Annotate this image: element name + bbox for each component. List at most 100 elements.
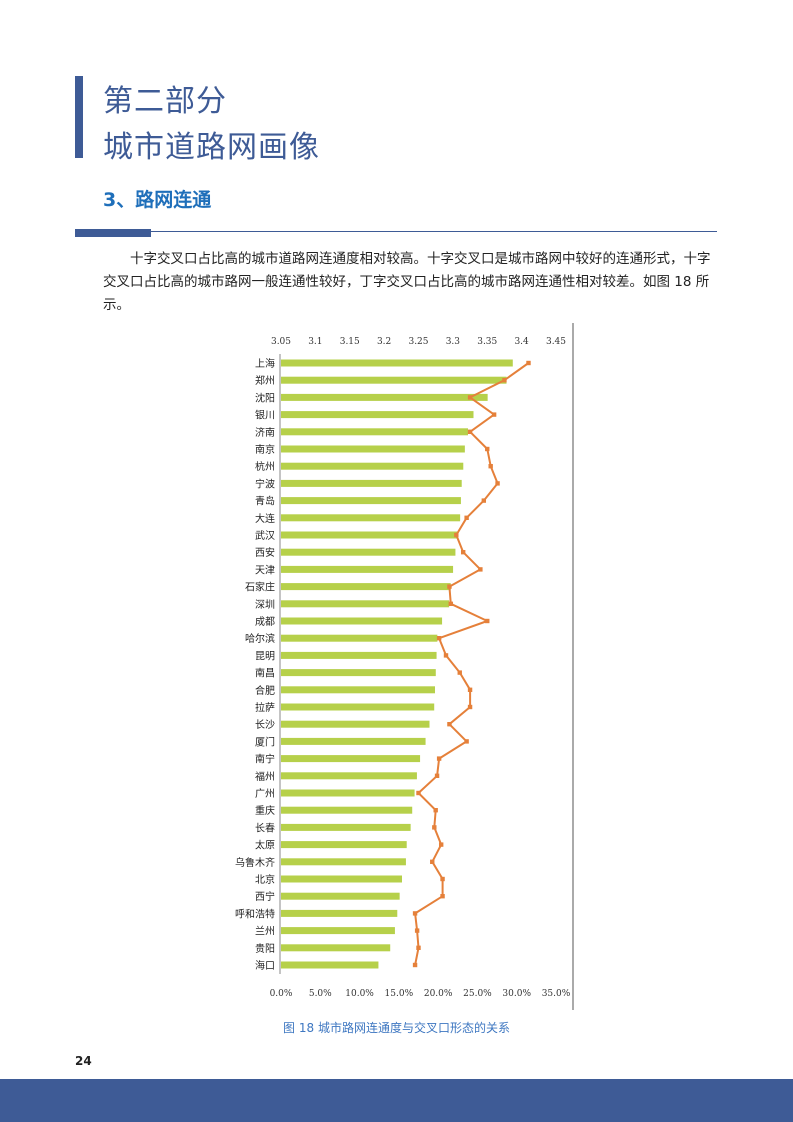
category-label: 西安 bbox=[255, 546, 275, 559]
connectivity-point bbox=[488, 464, 493, 469]
connectivity-point bbox=[433, 808, 438, 813]
bar bbox=[281, 497, 461, 505]
bar bbox=[281, 823, 411, 831]
bar bbox=[281, 720, 430, 728]
bar bbox=[281, 376, 507, 384]
connectivity-point bbox=[440, 876, 445, 882]
bar bbox=[281, 428, 468, 436]
category-label: 南宁 bbox=[255, 753, 275, 766]
figure-caption: 图 18 城市路网连通度与交叉口形态的关系 bbox=[283, 1021, 510, 1035]
category-label: 哈尔滨 bbox=[245, 632, 275, 645]
body-paragraph: 十字交叉口占比高的城市道路网连通度相对较高。十字交叉口是城市路网中较好的连通形式… bbox=[103, 251, 711, 313]
connectivity-point bbox=[478, 567, 483, 572]
top-axis-tick-label: 3.3 bbox=[446, 337, 461, 347]
bar bbox=[281, 892, 400, 900]
top-axis-tick-label: 3.25 bbox=[408, 337, 428, 347]
category-label: 成都 bbox=[255, 616, 275, 628]
connectivity-point bbox=[416, 945, 421, 950]
category-label: 昆明 bbox=[255, 650, 275, 662]
bar bbox=[281, 514, 461, 522]
category-label: 上海 bbox=[255, 357, 275, 370]
top-axis-tick-label: 3.05 bbox=[271, 337, 291, 347]
connectivity-point bbox=[464, 515, 469, 520]
category-label: 济南 bbox=[255, 426, 275, 439]
connectivity-point bbox=[414, 928, 420, 933]
category-label: 北京 bbox=[255, 873, 275, 886]
bar bbox=[281, 565, 454, 573]
bar bbox=[281, 686, 435, 694]
connectivity-point bbox=[447, 722, 452, 727]
top-axis-tick-label: 3.35 bbox=[477, 337, 497, 347]
connectivity-point bbox=[495, 481, 500, 486]
category-label: 呼和浩特 bbox=[235, 908, 275, 920]
connectivity-point bbox=[432, 825, 437, 830]
category-label: 石家庄 bbox=[245, 581, 275, 594]
connectivity-point bbox=[491, 412, 497, 417]
category-label: 武汉 bbox=[255, 529, 275, 542]
category-label: 广州 bbox=[255, 788, 275, 800]
section-title: 3、路网连通 bbox=[103, 189, 212, 211]
part-subtitle: 城市道路网画像 bbox=[103, 130, 320, 165]
bar bbox=[281, 806, 413, 814]
bottom-axis-tick-label: 10.0% bbox=[345, 989, 374, 999]
category-label: 拉萨 bbox=[255, 701, 275, 714]
connectivity-point bbox=[481, 498, 487, 503]
category-label: 太原 bbox=[255, 839, 275, 852]
category-label: 南京 bbox=[255, 443, 275, 456]
bar bbox=[281, 359, 513, 367]
connectivity-point bbox=[467, 704, 473, 710]
category-label: 深圳 bbox=[255, 599, 275, 611]
connectivity-point bbox=[467, 687, 473, 692]
connectivity-point bbox=[502, 378, 507, 383]
category-label: 福州 bbox=[255, 770, 275, 783]
category-label: 青岛 bbox=[255, 495, 275, 508]
category-label: 贵阳 bbox=[255, 942, 275, 955]
section-rule bbox=[151, 231, 717, 232]
footer-bar bbox=[0, 1079, 793, 1122]
bar bbox=[281, 875, 402, 883]
top-axis-tick-label: 3.1 bbox=[308, 337, 322, 347]
bar bbox=[281, 393, 488, 401]
bar bbox=[281, 479, 462, 487]
connectivity-point bbox=[485, 446, 490, 452]
bar bbox=[281, 789, 415, 797]
bar bbox=[281, 651, 437, 659]
category-label: 宁波 bbox=[255, 477, 275, 490]
category-label: 海口 bbox=[255, 959, 275, 972]
section-rule-accent bbox=[75, 229, 151, 237]
connectivity-point bbox=[436, 636, 442, 641]
connectivity-point bbox=[467, 395, 473, 400]
chart-svg: 3.05 3.1 3.15 3.2 3.25 3.3 3.35 3.4 3.45 0.0% 5.0%… bbox=[235, 323, 574, 1010]
connectivity-point bbox=[438, 842, 444, 847]
bar bbox=[281, 909, 398, 917]
bar bbox=[281, 772, 417, 780]
connectivity-line bbox=[414, 362, 530, 966]
bar bbox=[281, 858, 406, 866]
bar bbox=[281, 583, 451, 591]
connectivity-point bbox=[485, 618, 490, 624]
connectivity-point bbox=[454, 532, 459, 538]
bottom-axis-tick-label: 5.0% bbox=[309, 989, 332, 999]
bottom-axis-tick-label: 30.0% bbox=[502, 989, 531, 999]
bar bbox=[281, 841, 407, 849]
page-number: 24 bbox=[75, 1054, 92, 1068]
part-title: 第二部分 bbox=[103, 84, 227, 119]
bar bbox=[281, 411, 474, 419]
title-accent-bar bbox=[75, 76, 83, 158]
connectivity-point bbox=[457, 670, 462, 675]
category-label: 乌鲁木齐 bbox=[235, 856, 275, 869]
bar bbox=[281, 634, 438, 642]
connectivity-point bbox=[412, 911, 418, 916]
bar bbox=[281, 703, 435, 711]
category-label: 大连 bbox=[255, 512, 275, 525]
top-axis-tick-label: 3.4 bbox=[514, 337, 529, 347]
connectivity-point bbox=[467, 429, 473, 434]
bar bbox=[281, 737, 426, 745]
connectivity-point bbox=[436, 756, 442, 761]
category-label: 沈阳 bbox=[255, 391, 275, 404]
bottom-axis-tick-label: 15.0% bbox=[385, 989, 414, 999]
category-label: 重庆 bbox=[255, 804, 275, 817]
bottom-axis-tick-label: 20.0% bbox=[424, 989, 453, 999]
connectivity-point bbox=[443, 653, 449, 658]
connectivity-point bbox=[440, 894, 445, 899]
